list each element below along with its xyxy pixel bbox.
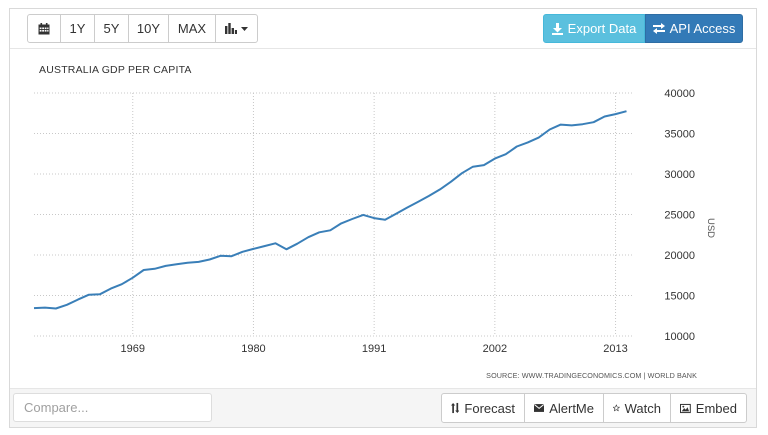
sort-icon [451, 402, 460, 414]
forecast-label: Forecast [464, 400, 515, 416]
picture-icon [680, 403, 691, 413]
star-icon [613, 404, 620, 412]
action-button-group: Forecast AlertMe Watch [441, 393, 747, 423]
y-axis-unit-label: USD [705, 218, 716, 238]
embed-label: Embed [695, 400, 737, 416]
range-button-group: 1Y 5Y 10Y MAX [27, 14, 258, 43]
toolbar: 1Y 5Y 10Y MAX [10, 9, 756, 49]
export-data-button[interactable]: Export Data [543, 14, 645, 43]
series-line [33, 110, 627, 310]
embed-button[interactable]: Embed [670, 393, 747, 423]
x-tick-label: 1969 [121, 343, 145, 355]
caret-down-icon [241, 26, 248, 31]
y-tick-label: 10000 [664, 331, 695, 343]
y-tick-label: 30000 [664, 169, 695, 181]
x-tick-label: 1991 [362, 343, 386, 355]
alertme-button[interactable]: AlertMe [524, 393, 604, 423]
envelope-icon [534, 404, 545, 412]
forecast-button[interactable]: Forecast [441, 393, 525, 423]
chart-widget: 1Y 5Y 10Y MAX [9, 8, 757, 428]
x-tick-label: 2002 [483, 343, 507, 355]
api-access-button[interactable]: API Access [645, 14, 743, 43]
calendar-icon [38, 22, 50, 34]
chart-area: AUSTRALIA GDP PER CAPITA 10000 15000 20000… [10, 50, 756, 388]
range-max-button[interactable]: MAX [168, 14, 216, 43]
api-access-label: API Access [669, 21, 736, 36]
x-tick-label: 2013 [603, 343, 627, 355]
source-note: SOURCE: WWW.TRADINGECONOMICS.COM | WORLD… [486, 371, 697, 380]
calendar-button[interactable] [27, 14, 61, 43]
y-tick-label: 15000 [664, 291, 695, 303]
range-5y-button[interactable]: 5Y [94, 14, 129, 43]
bar-chart-icon [225, 23, 237, 34]
watch-button[interactable]: Watch [603, 393, 671, 423]
data-access-group: Export Data API Access [543, 14, 743, 43]
chart-title: AUSTRALIA GDP PER CAPITA [39, 64, 192, 76]
y-tick-label: 40000 [664, 88, 695, 100]
range-1y-button[interactable]: 1Y [60, 14, 95, 43]
gdp-line-chart: AUSTRALIA GDP PER CAPITA 10000 15000 20000… [33, 64, 716, 380]
compare-input[interactable] [13, 393, 212, 422]
bottom-bar: Forecast AlertMe Watch [10, 388, 756, 427]
chart-type-dropdown[interactable] [215, 14, 258, 43]
download-icon [551, 22, 563, 35]
y-tick-label: 20000 [664, 250, 695, 262]
y-tick-label: 25000 [664, 210, 695, 222]
alertme-label: AlertMe [549, 400, 594, 416]
x-tick-label: 1980 [241, 343, 265, 355]
watch-label: Watch [624, 400, 661, 416]
range-10y-button[interactable]: 10Y [128, 14, 169, 43]
export-data-label: Export Data [567, 21, 637, 36]
exchange-icon [652, 23, 665, 34]
y-tick-label: 35000 [664, 129, 695, 141]
